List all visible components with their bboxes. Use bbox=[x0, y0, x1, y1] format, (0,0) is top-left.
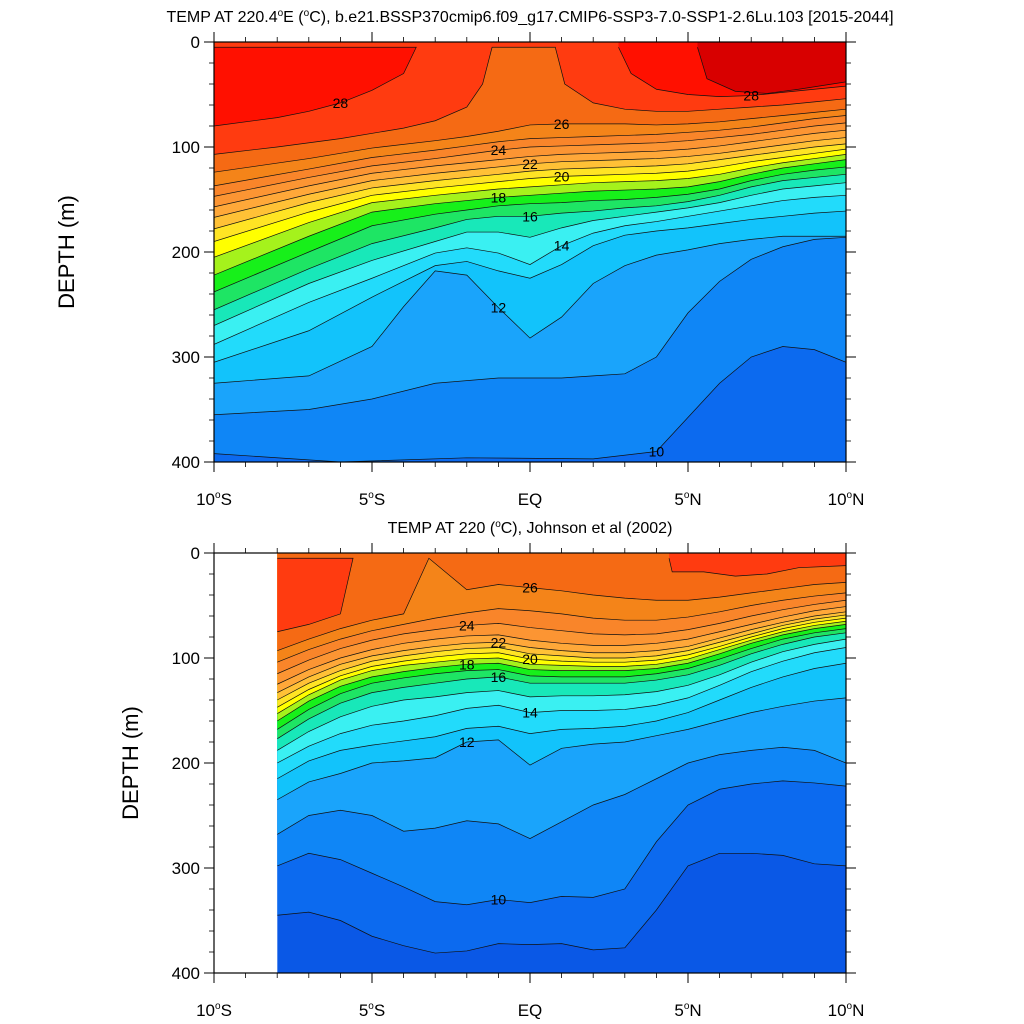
y-tick-label: 0 bbox=[191, 544, 200, 563]
isotherm-22 bbox=[214, 137, 846, 218]
y-tick-label: 400 bbox=[172, 453, 200, 472]
contour-label-16: 16 bbox=[522, 208, 538, 224]
x-tick-label: 10oN bbox=[828, 1001, 865, 1020]
isotherm-27 bbox=[668, 558, 846, 577]
y-tick-label: 0 bbox=[191, 33, 200, 52]
contour-field: 10 12 14 16 18 20 22 24 26 bbox=[277, 553, 846, 973]
isotherm-17 bbox=[277, 628, 846, 730]
isotherm-14 bbox=[277, 647, 846, 764]
contour-label-10: 10 bbox=[491, 892, 507, 908]
x-tick-label: 5oN bbox=[674, 490, 701, 509]
isotherm-13 bbox=[214, 210, 846, 363]
isotherm-11 bbox=[214, 236, 846, 416]
contour-label-22: 22 bbox=[522, 156, 538, 172]
isotherm-21 bbox=[277, 614, 846, 701]
contour-panel-model: 10 12 14 16 18 20 22 24 26 28 28 0 100 200 300 400 10oS 5… bbox=[54, 8, 894, 509]
isotherm-21 bbox=[214, 143, 846, 230]
temp-band-26 bbox=[277, 553, 846, 651]
x-tick-label: 10oS bbox=[196, 1001, 232, 1020]
y-tick-label: 200 bbox=[172, 243, 200, 262]
y-tick-label: 200 bbox=[172, 754, 200, 773]
isotherm-11 bbox=[277, 746, 846, 839]
isotherm-16 bbox=[277, 632, 846, 740]
x-tick-label: 5oS bbox=[359, 1001, 385, 1020]
isotherm-23 bbox=[214, 129, 846, 208]
y-tick-label: 300 bbox=[172, 348, 200, 367]
isotherm-10 bbox=[214, 346, 846, 462]
isotherm-18 bbox=[214, 159, 846, 276]
isotherm-12 bbox=[214, 235, 846, 384]
contour-label-14: 14 bbox=[522, 705, 538, 721]
isotherm-24 bbox=[277, 599, 846, 675]
isotherm-24 bbox=[214, 122, 846, 197]
isotherm-13 bbox=[277, 662, 846, 780]
x-tick-label: 5oN bbox=[674, 1001, 701, 1020]
isotherm-15 bbox=[277, 638, 846, 751]
isotherm-20 bbox=[214, 148, 846, 242]
chart-title: TEMP AT 220.4oE (oC), b.e21.BSSP370cmip6… bbox=[166, 8, 893, 26]
contour-label-28: 28 bbox=[743, 88, 759, 104]
temp-band-28 bbox=[214, 42, 417, 126]
isotherm-9 bbox=[277, 852, 846, 954]
isotherm-29 bbox=[697, 47, 846, 94]
isotherm-10 bbox=[277, 780, 846, 906]
contour-label-10: 10 bbox=[649, 444, 665, 460]
contour-label-18: 18 bbox=[459, 656, 475, 672]
isotherm-27 bbox=[214, 46, 846, 155]
x-tick-label: 10oN bbox=[828, 490, 865, 509]
isotherm-26 bbox=[277, 557, 846, 651]
y-axis-label: DEPTH (m) bbox=[118, 706, 143, 820]
y-tick-label: 100 bbox=[172, 649, 200, 668]
contour-panel-observed: 10 12 14 16 18 20 22 24 26 0 100 200 300 400 10oS 5oS EQ… bbox=[118, 519, 864, 1020]
temp-band-27 bbox=[669, 553, 846, 577]
x-tick-label: 10oS bbox=[196, 490, 232, 509]
isotherm-28 bbox=[618, 47, 846, 97]
temp-band-29 bbox=[697, 42, 846, 94]
chart-title: TEMP AT 220 (oC), Johnson et al (2002) bbox=[388, 519, 673, 537]
isotherm-28 bbox=[214, 46, 417, 127]
contour-field: 10 12 14 16 18 20 22 24 26 28 28 bbox=[214, 42, 846, 462]
temp-band-27 bbox=[277, 558, 354, 632]
isotherm-12 bbox=[277, 697, 846, 801]
isotherm-19 bbox=[277, 620, 846, 714]
contour-label-14: 14 bbox=[554, 238, 570, 254]
x-tick-label: EQ bbox=[518, 1001, 543, 1020]
isotherm-17 bbox=[214, 166, 846, 293]
y-tick-label: 400 bbox=[172, 964, 200, 983]
contour-label-26: 26 bbox=[554, 116, 570, 132]
contour-label-24: 24 bbox=[491, 142, 507, 158]
x-tick-label: EQ bbox=[518, 490, 543, 509]
isotherm-26 bbox=[214, 108, 846, 173]
y-tick-label: 100 bbox=[172, 138, 200, 157]
isotherm-20 bbox=[277, 617, 846, 708]
contour-label-18: 18 bbox=[491, 189, 507, 205]
isotherm-27 bbox=[277, 557, 354, 633]
isotherm-14 bbox=[214, 194, 846, 345]
x-tick-label: 5oS bbox=[359, 490, 385, 509]
isotherm-25 bbox=[214, 115, 846, 187]
isotherm-22 bbox=[277, 611, 846, 693]
isotherm-25 bbox=[277, 592, 846, 663]
contour-label-22: 22 bbox=[491, 634, 507, 650]
contour-label-12: 12 bbox=[459, 734, 475, 750]
isotherm-15 bbox=[214, 182, 846, 326]
y-axis-label: DEPTH (m) bbox=[54, 195, 79, 309]
contour-label-20: 20 bbox=[522, 651, 538, 667]
contour-label-28: 28 bbox=[333, 95, 349, 111]
isotherm-19 bbox=[214, 154, 846, 258]
isotherm-23 bbox=[277, 606, 846, 685]
y-tick-label: 300 bbox=[172, 859, 200, 878]
contour-label-26: 26 bbox=[522, 580, 538, 596]
isotherm-18 bbox=[277, 624, 846, 722]
contour-label-16: 16 bbox=[491, 669, 507, 685]
contour-label-12: 12 bbox=[491, 300, 507, 316]
contour-label-24: 24 bbox=[459, 617, 475, 633]
isotherm-16 bbox=[214, 173, 846, 311]
contour-label-20: 20 bbox=[554, 168, 570, 184]
